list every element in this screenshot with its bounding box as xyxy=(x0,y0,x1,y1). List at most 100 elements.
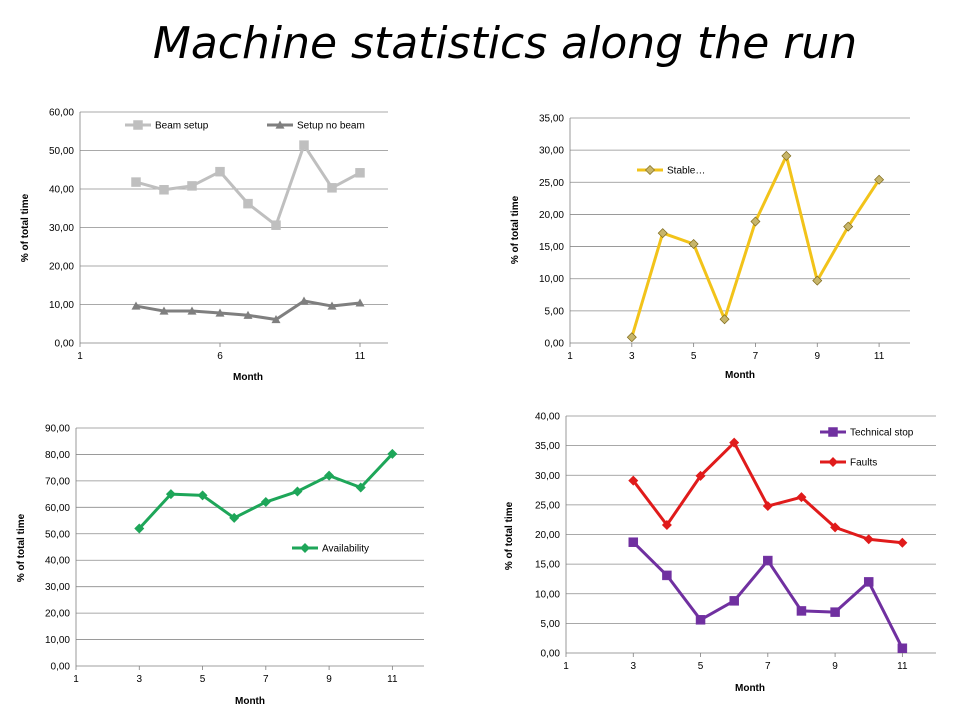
y-tick-label: 15,00 xyxy=(535,560,560,571)
x-axis-title: Month xyxy=(725,370,755,381)
data-point xyxy=(897,643,908,654)
data-point xyxy=(299,296,309,305)
data-point xyxy=(695,615,706,625)
x-tick-label: 11 xyxy=(874,351,885,362)
data-point xyxy=(159,306,169,315)
x-tick-label: 6 xyxy=(217,351,223,362)
data-point xyxy=(243,310,253,319)
legend-marker xyxy=(828,427,838,437)
data-point xyxy=(271,315,281,324)
y-tick-label: 30,00 xyxy=(535,471,560,482)
data-point xyxy=(863,534,874,545)
y-tick-label: 35,00 xyxy=(539,114,564,125)
y-tick-label: 40,00 xyxy=(535,412,560,423)
y-tick-label: 25,00 xyxy=(539,178,564,189)
y-axis-title: % of total time xyxy=(16,513,27,582)
y-tick-label: 0,00 xyxy=(55,339,75,350)
x-tick-label: 3 xyxy=(629,351,635,362)
data-point xyxy=(657,228,668,239)
data-point xyxy=(324,470,335,481)
x-tick-label: 1 xyxy=(567,351,573,362)
data-point xyxy=(796,606,807,616)
y-tick-label: 25,00 xyxy=(535,500,560,511)
data-point xyxy=(327,183,337,193)
data-point xyxy=(165,489,176,500)
data-point xyxy=(763,555,773,566)
data-point xyxy=(762,501,773,512)
data-point xyxy=(897,537,908,548)
y-tick-label: 80,00 xyxy=(45,450,70,461)
data-point xyxy=(187,181,197,191)
y-tick-label: 20,00 xyxy=(539,210,564,221)
y-tick-label: 60,00 xyxy=(49,108,74,119)
data-point xyxy=(260,497,271,508)
y-tick-label: 20,00 xyxy=(535,530,560,541)
y-tick-label: 30,00 xyxy=(45,582,70,593)
y-tick-label: 5,00 xyxy=(541,619,561,630)
x-tick-label: 1 xyxy=(73,674,79,685)
data-point xyxy=(271,220,281,230)
y-tick-label: 60,00 xyxy=(45,503,70,514)
data-point xyxy=(134,523,145,534)
legend-label: Technical stop xyxy=(850,428,914,439)
data-point xyxy=(159,185,169,195)
x-axis-title: Month xyxy=(735,683,765,694)
data-point xyxy=(695,470,706,481)
data-point xyxy=(830,522,841,533)
legend-label: Setup no beam xyxy=(297,121,365,132)
x-tick-label: 7 xyxy=(765,661,771,672)
y-tick-label: 70,00 xyxy=(45,476,70,487)
data-point xyxy=(229,512,240,523)
data-point xyxy=(355,298,365,307)
data-point xyxy=(197,490,208,501)
x-tick-label: 11 xyxy=(387,674,398,685)
y-tick-label: 20,00 xyxy=(49,262,74,273)
x-tick-label: 9 xyxy=(832,661,838,672)
x-tick-label: 9 xyxy=(814,351,820,362)
y-tick-label: 5,00 xyxy=(545,306,565,317)
y-tick-label: 35,00 xyxy=(535,441,560,452)
series-line xyxy=(135,143,361,227)
chart-stops-faults: 0,00 5,00 10,00 15,00 20,00 25,00 30,00 35,00 40… xyxy=(504,412,936,694)
chart-beam-setup: 0,00 10,00 20,00 30,00 40,00 50,00 60,00 1 6 11 Mo… xyxy=(20,108,388,383)
legend-marker xyxy=(300,543,310,553)
data-point xyxy=(812,275,823,286)
data-point xyxy=(299,140,309,150)
y-tick-label: 0,00 xyxy=(541,649,561,660)
y-tick-label: 90,00 xyxy=(45,424,70,435)
data-point xyxy=(215,308,225,317)
y-tick-label: 0,00 xyxy=(51,662,71,673)
data-point xyxy=(863,577,874,587)
y-tick-label: 40,00 xyxy=(45,556,70,567)
y-tick-label: 50,00 xyxy=(49,146,74,157)
y-axis-title: % of total time xyxy=(20,193,31,262)
data-point xyxy=(830,607,840,617)
legend-marker xyxy=(645,165,655,175)
x-tick-label: 7 xyxy=(753,351,759,362)
data-point xyxy=(796,492,807,503)
y-tick-label: 10,00 xyxy=(539,274,564,285)
y-axis-title: % of total time xyxy=(504,501,515,570)
x-tick-label: 5 xyxy=(691,351,697,362)
legend-label: Availability xyxy=(322,544,369,555)
data-point xyxy=(355,482,366,493)
y-tick-label: 0,00 xyxy=(545,339,565,350)
x-tick-label: 9 xyxy=(326,674,332,685)
x-tick-label: 5 xyxy=(698,661,704,672)
data-point xyxy=(187,306,197,315)
y-tick-label: 30,00 xyxy=(49,223,74,234)
data-point xyxy=(292,486,303,497)
data-point xyxy=(131,301,141,310)
x-tick-label: 7 xyxy=(263,674,269,685)
x-tick-label: 11 xyxy=(355,351,366,362)
data-point xyxy=(843,221,854,232)
x-tick-label: 1 xyxy=(77,351,83,362)
data-point xyxy=(662,570,672,581)
x-axis-title: Month xyxy=(235,696,265,707)
y-tick-label: 50,00 xyxy=(45,529,70,540)
chart-stable-beams: 0,00 5,00 10,00 15,00 20,00 25,00 30,00 35,00 1 3… xyxy=(510,114,910,381)
y-tick-label: 10,00 xyxy=(45,635,70,646)
x-axis-title: Month xyxy=(233,372,263,383)
data-point xyxy=(750,216,761,227)
data-point xyxy=(387,448,398,459)
